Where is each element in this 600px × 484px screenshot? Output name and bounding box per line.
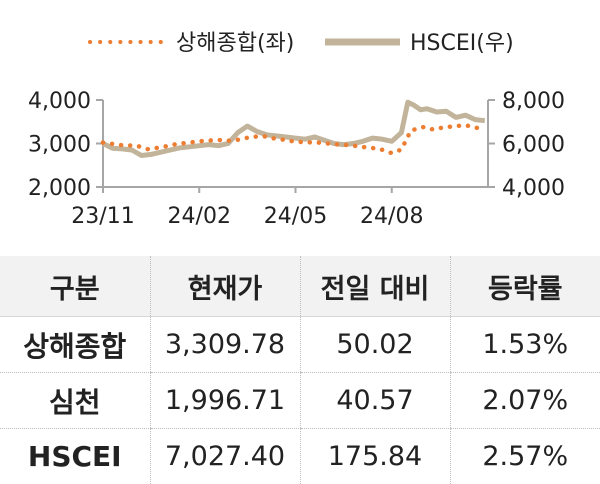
cell-change: 175.84: [300, 429, 450, 484]
x-tick-label: 24/08: [360, 204, 423, 229]
ticks: 4,000 3,000 2,000 8,000 6,000 4,000 23/11 24/02…: [28, 89, 565, 229]
y-right-tick-label: 8,000: [502, 89, 565, 114]
legend: 상해종합(좌) HSCEI(우): [90, 31, 514, 56]
table-row-hscei: HSCEI 7,027.40 175.84 2.57%: [0, 429, 600, 484]
table-row-shenzhen: 심천 1,996.71 40.57 2.07%: [0, 373, 600, 429]
cell-name: HSCEI: [0, 429, 150, 484]
legend-label-shanghai: 상해종합(좌): [176, 31, 294, 56]
cell-rate: 2.57%: [450, 429, 600, 484]
cell-rate: 1.53%: [450, 317, 600, 373]
index-line-chart: 상해종합(좌) HSCEI(우) 4,000 3,000 2,000 8,000 6,0…: [0, 0, 600, 245]
header-change: 전일 대비: [300, 256, 450, 317]
legend-label-hscei: HSCEI(우): [410, 31, 514, 56]
y-right-tick-label: 4,000: [502, 176, 565, 201]
cell-price: 1,996.71: [150, 373, 300, 429]
table-header-row: 구분 현재가 전일 대비 등락률: [0, 256, 600, 317]
y-left-tick-label: 3,000: [28, 133, 91, 158]
y-left-tick-label: 2,000: [28, 176, 91, 201]
table-row-shanghai: 상해종합 3,309.78 50.02 1.53%: [0, 317, 600, 373]
y-left-tick-label: 4,000: [28, 89, 91, 114]
series-group: [103, 102, 485, 155]
header-price: 현재가: [150, 256, 300, 317]
cell-name: 심천: [0, 373, 150, 429]
cell-price: 7,027.40: [150, 429, 300, 484]
x-tick-label: 24/05: [264, 204, 327, 229]
axes: [103, 100, 488, 187]
cell-change: 50.02: [300, 317, 450, 373]
cell-price: 3,309.78: [150, 317, 300, 373]
header-rate: 등락률: [450, 256, 600, 317]
index-table: 구분 현재가 전일 대비 등락률 상해종합 3,309.78 50.02 1.5…: [0, 256, 600, 484]
cell-rate: 2.07%: [450, 373, 600, 429]
x-tick-label: 23/11: [71, 204, 134, 229]
cell-change: 40.57: [300, 373, 450, 429]
series-line-hscei: [103, 102, 485, 155]
header-category: 구분: [0, 256, 150, 317]
y-right-tick-label: 6,000: [502, 133, 565, 158]
cell-name: 상해종합: [0, 317, 150, 373]
x-tick-label: 24/02: [168, 204, 231, 229]
